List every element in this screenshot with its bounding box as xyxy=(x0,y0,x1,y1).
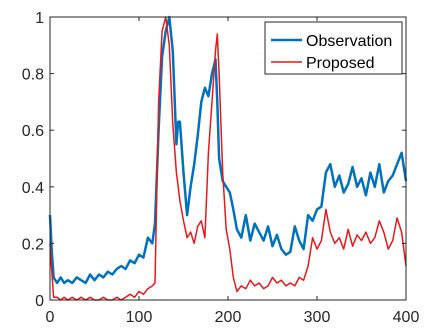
legend-label-observation: Observation xyxy=(306,33,392,50)
y-tick-label: 0.2 xyxy=(22,236,44,253)
x-tick-label: 100 xyxy=(126,309,153,326)
y-tick-label: 0.6 xyxy=(22,123,44,140)
x-tick-label: 0 xyxy=(46,309,55,326)
x-tick-label: 300 xyxy=(304,309,331,326)
ticks-layer: 0 100 200 300 400 0 0.2 0.4 0.6 0.8 1 xyxy=(22,10,420,326)
legend-box xyxy=(264,21,403,75)
legend: Observation Proposed xyxy=(264,21,403,75)
x-tick-label: 200 xyxy=(215,309,242,326)
y-tick-label: 0.8 xyxy=(22,67,44,84)
y-tick-label: 0.4 xyxy=(22,180,44,197)
x-tick-label: 400 xyxy=(393,309,420,326)
y-tick-label: 1 xyxy=(35,10,44,27)
series-line-observation xyxy=(48,15,408,285)
legend-label-proposed: Proposed xyxy=(306,55,375,72)
y-tick-label: 0 xyxy=(35,293,44,310)
